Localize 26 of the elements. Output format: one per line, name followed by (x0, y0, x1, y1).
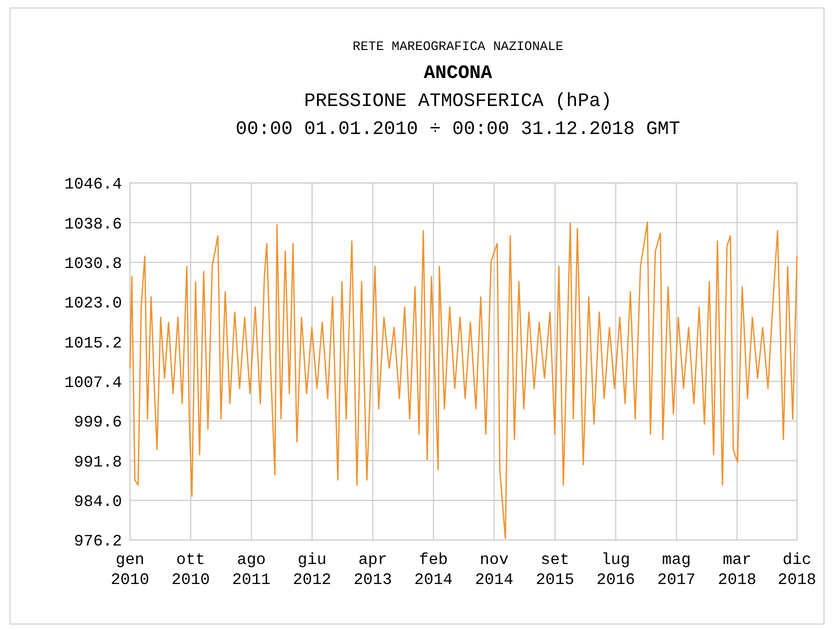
y-tick-label: 991.8 (74, 453, 122, 472)
text: RETE MAREOGRAFICA NAZIONALE (352, 39, 564, 54)
y-tick-label: 1023.0 (64, 294, 122, 313)
y-tick-label: 1046.4 (64, 176, 122, 194)
x-tick-label: apr 2013 (354, 551, 392, 589)
x-tick-label: lug 2016 (596, 551, 635, 589)
chart-subtitle: PRESSIONE ATMOSFERICA (hPa) 00:00 01.01.2010 ÷ 00:00 31.12.2018 GMT (236, 90, 680, 140)
x-tick-label: set 2015 (536, 551, 574, 589)
y-tick-label: 1030.8 (64, 254, 122, 273)
y-tick-label: 999.6 (74, 414, 122, 432)
x-tick-label: giu 2012 (292, 551, 332, 589)
y-tick-label: 976.2 (74, 532, 122, 551)
y-tick-label: 1038.6 (64, 215, 122, 234)
x-tick-label: gen 2010 (110, 551, 150, 589)
x-tick-label: nov 2014 (474, 551, 514, 589)
x-tick-label: mag 2017 (657, 551, 696, 589)
line-series (129, 222, 798, 540)
x-tick-label: ago 2011 (232, 551, 271, 589)
y-tick-label: 1007.4 (64, 374, 122, 392)
chart-title: ANCONA (424, 62, 493, 84)
y-tick-label: 1015.2 (64, 334, 122, 352)
x-tick-label: mar 2018 (718, 551, 756, 589)
x-tick-label: dic 2018 (778, 551, 816, 589)
y-tick-label: 984.0 (74, 492, 122, 511)
x-tick-label: feb 2014 (414, 551, 453, 589)
x-tick-label: ott 2010 (171, 551, 210, 589)
